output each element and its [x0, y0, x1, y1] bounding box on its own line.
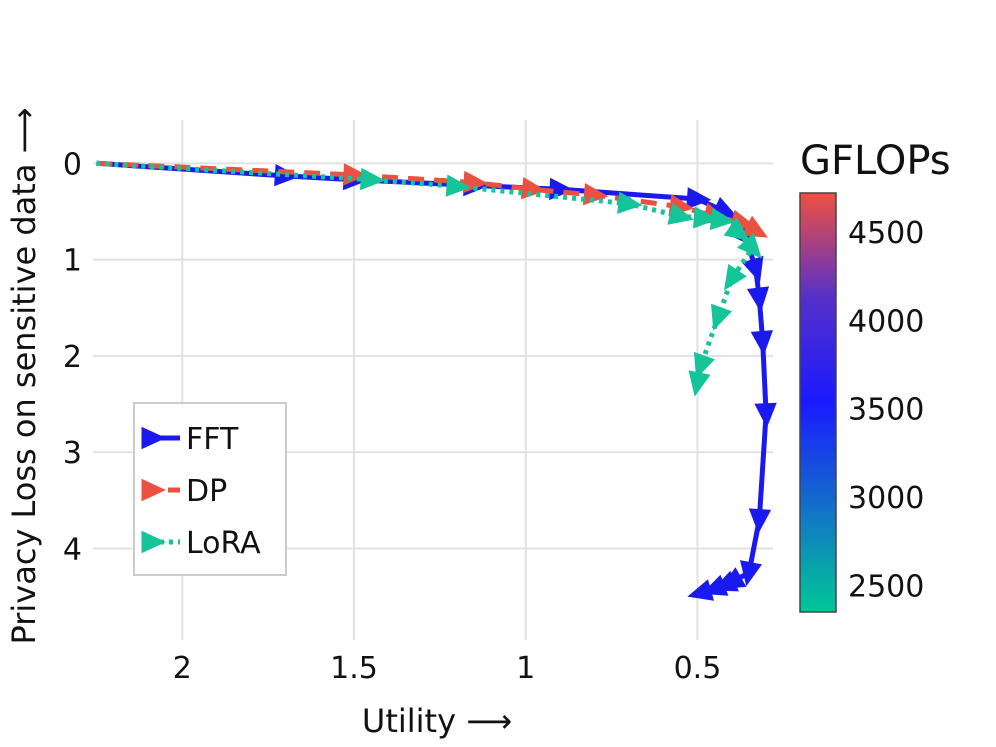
- series-lora: [96, 160, 762, 397]
- x-axis-ticks: 2 1.5 1 0.5: [173, 651, 722, 686]
- data-point-marker: [693, 206, 719, 229]
- data-point-marker: [687, 579, 714, 601]
- legend: FFT DP LoRA: [133, 402, 287, 576]
- y-tick-label: 0: [63, 147, 82, 182]
- y-tick-label: 3: [63, 436, 82, 471]
- legend-marker: [141, 426, 166, 450]
- colorbar-tick-label: 3500: [848, 393, 924, 428]
- x-tick-label: 1.5: [330, 651, 378, 686]
- legend-label: DP: [186, 474, 227, 509]
- grid: [93, 120, 773, 640]
- x-tick-label: 0.5: [674, 651, 722, 686]
- legend-entry-fft: FFT: [141, 422, 239, 457]
- data-point-marker: [746, 286, 770, 313]
- data-point-marker: [686, 187, 712, 210]
- series-dp: [96, 160, 768, 238]
- data-point-marker: [445, 174, 471, 197]
- legend-label: FFT: [186, 422, 239, 457]
- colorbar-tick-label: 2500: [848, 569, 924, 604]
- legend-marker: [141, 530, 166, 554]
- colorbar: GFLOPs 2500 3000 3500 4000 4500: [799, 138, 951, 613]
- data-point-marker: [617, 191, 643, 214]
- colorbar-bar: [799, 192, 837, 613]
- plot-series: [96, 160, 777, 601]
- x-axis-label: Utility ⟶: [362, 702, 512, 740]
- data-point-marker: [741, 215, 768, 238]
- colorbar-tick-label: 4500: [848, 216, 924, 251]
- y-axis-ticks: 0 1 2 3 4: [63, 147, 82, 567]
- data-point-marker: [582, 183, 609, 206]
- y-tick-label: 4: [63, 533, 82, 568]
- x-tick-label: 2: [173, 651, 192, 686]
- data-point-marker: [711, 303, 733, 331]
- data-point-marker: [754, 402, 777, 428]
- legend-label: LoRA: [186, 526, 261, 561]
- y-tick-label: 1: [63, 244, 82, 279]
- data-point-marker: [742, 255, 764, 283]
- data-point-marker: [667, 202, 694, 225]
- data-point-marker: [724, 263, 747, 291]
- colorbar-tick-label: 4000: [848, 304, 924, 339]
- data-point-marker: [723, 217, 750, 241]
- legend-entry-dp: DP: [141, 474, 227, 509]
- data-point-marker: [693, 351, 715, 379]
- colorbar-tick-label: 3000: [848, 481, 924, 516]
- x-tick-label: 1: [516, 651, 535, 686]
- legend-entry-lora: LoRA: [141, 526, 261, 561]
- data-point-marker: [688, 370, 711, 397]
- y-axis-label: Privacy Loss on sensitive data ⟶: [5, 108, 43, 645]
- legend-marker: [141, 478, 166, 502]
- colorbar-title: GFLOPs: [800, 138, 951, 184]
- data-point-marker: [737, 232, 762, 259]
- data-point-marker: [748, 508, 772, 534]
- y-tick-label: 2: [63, 340, 82, 375]
- data-point-marker: [360, 167, 386, 191]
- data-point-marker: [750, 330, 773, 356]
- data-point-marker: [740, 560, 762, 587]
- data-point-marker: [709, 207, 736, 231]
